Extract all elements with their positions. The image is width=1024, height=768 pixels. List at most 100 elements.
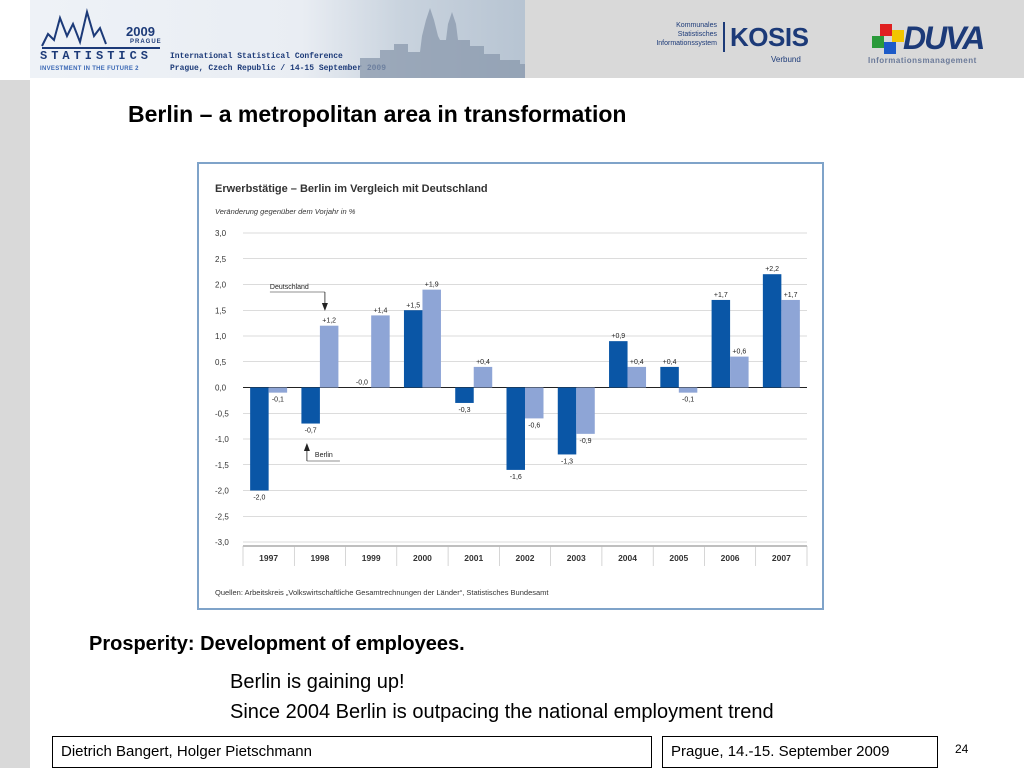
y-tick-label: 1,0 (215, 332, 227, 341)
chart-frame: Erwerbstätige – Berlin im Vergleich mit … (197, 162, 824, 610)
x-tick-label: 1997 (259, 553, 278, 563)
duva-cubes-icon (872, 24, 904, 54)
deutschland-bar (730, 356, 749, 388)
duva-logo: DUVA (903, 20, 985, 56)
y-tick-label: 2,5 (215, 255, 227, 264)
berlin-value-label: +1,5 (406, 302, 420, 309)
berlin-value-label: -1,6 (510, 474, 522, 481)
x-tick-label: 1998 (310, 553, 329, 563)
y-tick-label: -0,5 (215, 409, 229, 418)
conference-banner: 2009 PRAGUE STATISTICS INVESTMENT IN THE… (30, 0, 525, 78)
chart-subtitle: Veränderung gegenüber dem Vorjahr in % (215, 207, 356, 216)
berlin-bar (711, 299, 731, 388)
annotation-berlin-label: Berlin (315, 452, 333, 459)
berlin-bar (762, 274, 782, 388)
partner-logos: Kommunales Statistisches Informationssys… (525, 0, 1024, 78)
chart-bars (250, 274, 800, 491)
banner-statistics: STATISTICS (40, 49, 153, 63)
y-tick-label: -1,5 (215, 461, 229, 470)
deutschland-bar (371, 315, 390, 388)
slide-body-line-2: Since 2004 Berlin is outpacing the natio… (230, 701, 774, 723)
footer-authors: Dietrich Bangert, Holger Pietschmann (52, 736, 652, 768)
berlin-bar (455, 387, 474, 403)
banner-conference-name: International Statistical Conference (170, 52, 343, 61)
x-tick-label: 2004 (618, 553, 637, 563)
duva-subtitle: Informationsmanagement (868, 56, 977, 65)
up-arrow-icon (303, 443, 310, 451)
chart-annotations: Deutschland Berlin (269, 284, 340, 462)
footer-event: Prague, 14.-15. September 2009 (662, 736, 938, 768)
berlin-bar (301, 387, 320, 424)
x-tick-label: 2002 (516, 553, 535, 563)
y-tick-label: -1,0 (215, 435, 229, 444)
x-tick-label: 2006 (721, 553, 740, 563)
employment-chart: Erwerbstätige – Berlin im Vergleich mit … (215, 183, 808, 597)
down-arrow-icon (321, 303, 328, 311)
x-tick-label: 2001 (464, 553, 483, 563)
slide-title: Berlin – a metropolitan area in transfor… (128, 101, 627, 127)
deutschland-bar (473, 366, 493, 388)
deutschland-value-label: -0,1 (682, 397, 694, 404)
banner-prague: PRAGUE (130, 39, 162, 45)
deutschland-bar (268, 387, 288, 393)
berlin-value-label: -0,7 (305, 428, 317, 435)
x-tick-label: 1999 (362, 553, 381, 563)
x-tick-label: 2000 (413, 553, 432, 563)
kosis-verbund: Verbund (771, 55, 801, 64)
kosis-subtitle: Kommunales Statistisches Informationssys… (656, 22, 717, 47)
berlin-value-label: +1,7 (714, 292, 728, 299)
page-number: 24 (955, 742, 969, 756)
berlin-value-label: -2,0 (253, 495, 265, 502)
chart-title: Erwerbstätige – Berlin im Vergleich mit … (215, 183, 488, 195)
banner-conference-place: Prague, Czech Republic / 14-15 September… (170, 64, 387, 73)
chart-source: Quellen: Arbeitskreis „Volkswirtschaftli… (215, 588, 549, 597)
y-tick-label: 3,0 (215, 229, 227, 238)
berlin-bar (506, 387, 525, 470)
statistics-logo-icon (41, 8, 160, 49)
slide-body-line-1: Berlin is gaining up! (230, 671, 405, 693)
deutschland-bar (525, 387, 544, 419)
deutschland-bar (576, 387, 595, 434)
berlin-bar (403, 310, 423, 388)
kosis-logo: KOSIS (730, 22, 809, 52)
header: 2009 PRAGUE STATISTICS INVESTMENT IN THE… (0, 0, 1024, 80)
deutschland-bar (781, 299, 800, 388)
x-tick-label: 2007 (772, 553, 791, 563)
slide-subheading: Prosperity: Development of employees. (89, 633, 465, 655)
deutschland-bar (678, 387, 698, 393)
berlin-bar (250, 387, 269, 491)
annotation-deutschland-label: Deutschland (270, 284, 309, 291)
deutschland-bar (627, 366, 647, 388)
deutschland-value-label: +1,2 (322, 318, 336, 325)
x-tick-label: 2005 (669, 553, 688, 563)
deutschland-value-label: +1,7 (784, 292, 798, 299)
deutschland-value-label: +1,4 (374, 307, 388, 314)
y-tick-label: 2,0 (215, 281, 227, 290)
x-tick-label: 2003 (567, 553, 586, 563)
deutschland-value-label: +1,9 (425, 282, 439, 289)
deutschland-value-label: +0,4 (630, 359, 644, 366)
deutschland-value-label: +0,4 (476, 359, 490, 366)
deutschland-bar (422, 289, 441, 388)
y-tick-label: -2,0 (215, 487, 229, 496)
berlin-value-label: +0,9 (611, 333, 625, 340)
banner-tagline: INVESTMENT IN THE FUTURE 2 (40, 66, 139, 72)
berlin-value-label: -0,3 (458, 407, 470, 414)
deutschland-value-label: -0,9 (579, 438, 591, 445)
left-margin-strip (0, 0, 30, 768)
y-tick-label: -3,0 (215, 538, 229, 547)
berlin-value-label: -1,3 (561, 458, 573, 465)
berlin-value-label: +0,4 (663, 359, 677, 366)
deutschland-bar (319, 325, 339, 388)
berlin-bar (660, 366, 679, 388)
y-tick-label: -2,5 (215, 512, 229, 521)
y-tick-label: 0,0 (215, 384, 227, 393)
y-tick-label: 1,5 (215, 306, 227, 315)
banner-year: 2009 (126, 24, 155, 39)
kosis-divider (723, 22, 725, 52)
deutschland-value-label: -0,6 (528, 422, 540, 429)
berlin-value-label: -0,0 (356, 380, 368, 387)
y-tick-label: 0,5 (215, 358, 227, 367)
berlin-bar (557, 387, 577, 455)
berlin-value-label: +2,2 (765, 266, 779, 273)
